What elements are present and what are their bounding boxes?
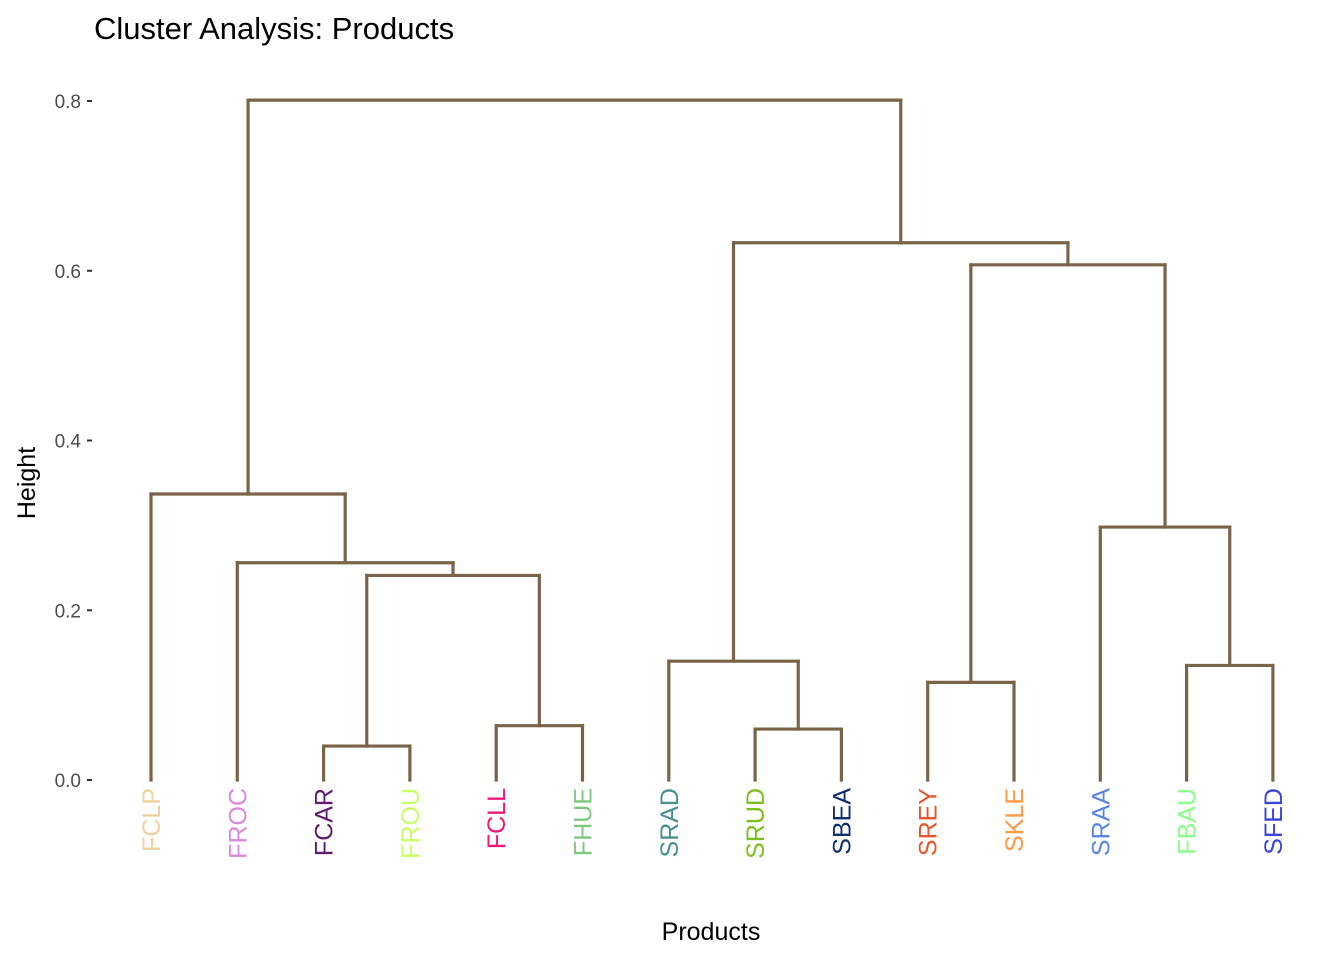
y-tick-label: 0.6 bbox=[55, 262, 81, 283]
leaf-label: FROU bbox=[397, 788, 425, 859]
y-axis-title: Height bbox=[13, 447, 41, 519]
y-tick-label: 0.2 bbox=[55, 601, 81, 622]
leaf-label: SRAA bbox=[1087, 788, 1115, 856]
leaf-label: SRUD bbox=[742, 788, 770, 859]
y-tick-label: 0.0 bbox=[55, 771, 81, 792]
leaf-label: SFED bbox=[1260, 788, 1288, 855]
leaf-labels: FCLP FROC FCAR FROU FCLL FHUE SRAD SRUD SBEA SREY… bbox=[138, 788, 1288, 859]
y-tick-label: 0.4 bbox=[55, 432, 82, 453]
y-tick-label: 0.8 bbox=[55, 92, 81, 113]
leaf-label: FBAU bbox=[1174, 788, 1202, 855]
x-axis-title: Products bbox=[662, 918, 761, 946]
leaf-label: SREY bbox=[915, 788, 943, 856]
leaf-label: FCLP bbox=[138, 788, 166, 852]
leaf-label: SRAD bbox=[656, 788, 684, 857]
dendrogram-links bbox=[149, 98, 1275, 782]
leaf-label: FHUE bbox=[570, 788, 598, 856]
y-axis: 0.0 0.2 0.4 0.6 0.8 bbox=[55, 92, 92, 792]
leaf-label: SBEA bbox=[828, 788, 856, 855]
leaf-label: FCLL bbox=[483, 788, 511, 849]
chart-title: Cluster Analysis: Products bbox=[94, 11, 454, 46]
leaf-label: FCAR bbox=[311, 788, 339, 856]
leaf-label: SKLE bbox=[1001, 788, 1029, 852]
leaf-label: FROC bbox=[224, 788, 252, 859]
